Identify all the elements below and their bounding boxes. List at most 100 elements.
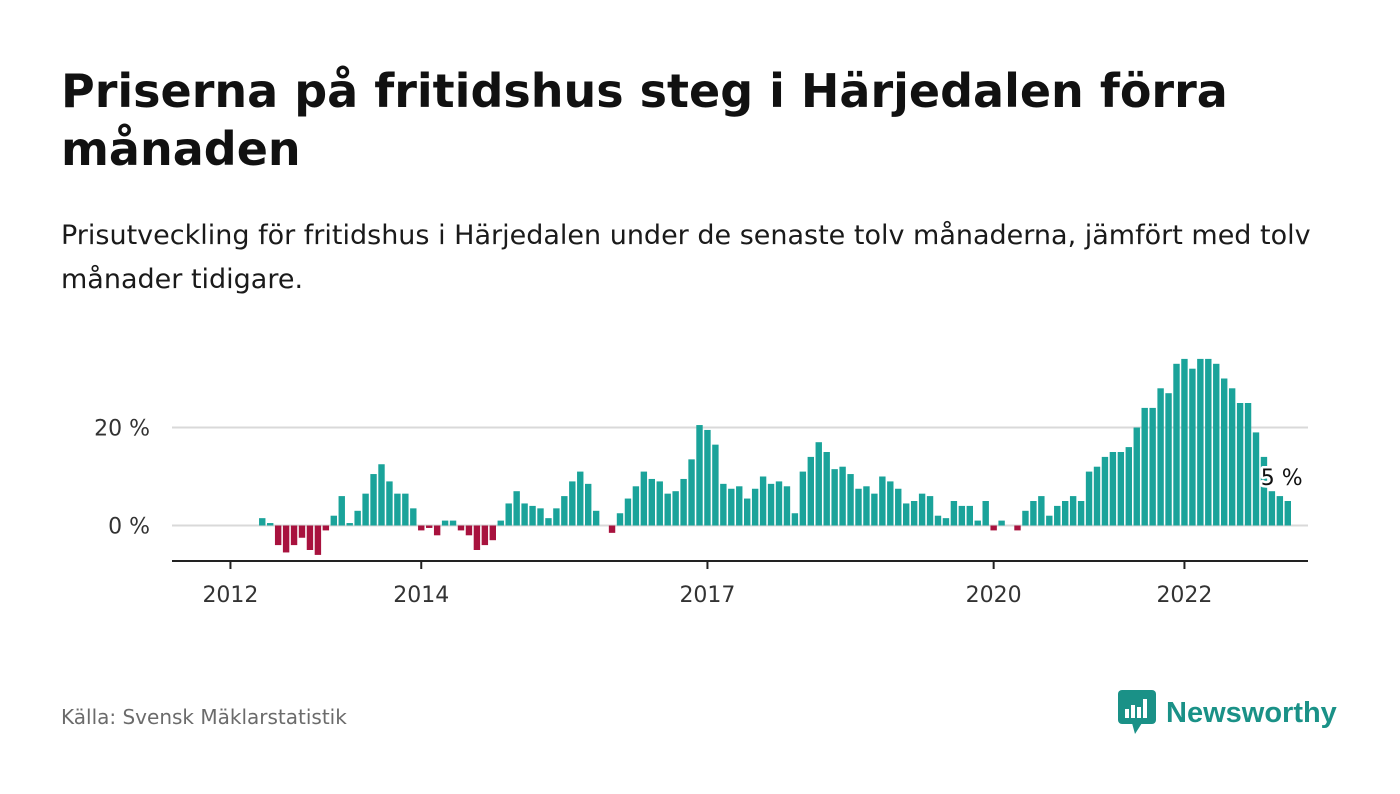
bar xyxy=(449,520,457,526)
bar xyxy=(441,520,449,526)
bar xyxy=(958,505,966,526)
bar xyxy=(728,488,735,526)
bars xyxy=(259,358,1291,555)
y-tick-label: 20 % xyxy=(94,417,150,442)
x-tick-label: 2022 xyxy=(1156,583,1212,608)
bar xyxy=(1197,358,1204,526)
bar xyxy=(362,493,369,526)
bar xyxy=(346,523,353,526)
brand[interactable]: Newsworthy xyxy=(1118,690,1337,736)
bar xyxy=(1157,388,1164,526)
bar xyxy=(767,483,775,526)
bar xyxy=(354,510,361,526)
bar xyxy=(616,513,624,526)
bar xyxy=(1228,388,1236,526)
x-axis xyxy=(172,560,1308,569)
bar xyxy=(1252,432,1260,526)
bar xyxy=(1221,378,1228,526)
last-value-label: 5 % xyxy=(1261,466,1303,491)
bar xyxy=(974,520,981,526)
chart-subtitle: Prisutveckling för fritidshus i Härjedal… xyxy=(61,220,1311,295)
bar xyxy=(966,505,973,526)
bar xyxy=(887,481,894,526)
bar xyxy=(855,488,862,526)
bar xyxy=(1133,427,1140,526)
bar xyxy=(1117,452,1125,526)
bar xyxy=(1173,363,1180,526)
y-tick-label: 0 % xyxy=(108,515,150,540)
bar xyxy=(433,525,441,536)
bar xyxy=(282,525,290,553)
x-tick-label: 2014 xyxy=(393,583,449,608)
bar xyxy=(910,501,918,526)
x-tick-label: 2012 xyxy=(202,583,258,608)
bar xyxy=(744,498,751,526)
bar xyxy=(418,525,425,531)
bar xyxy=(402,493,409,526)
newsworthy-logo-icon xyxy=(1118,690,1156,734)
bar xyxy=(513,491,520,526)
bar xyxy=(751,488,759,526)
bar xyxy=(1244,403,1252,526)
bar xyxy=(561,496,568,526)
bar xyxy=(465,525,473,536)
bar xyxy=(799,471,807,526)
bar xyxy=(1030,501,1037,526)
bar xyxy=(664,493,671,526)
bar xyxy=(982,501,989,526)
bar xyxy=(1085,471,1093,526)
labels: 0 % 20 % 2012 2014 2017 2020 2022 5 % xyxy=(94,417,1305,609)
bar xyxy=(712,444,719,526)
bar xyxy=(871,493,878,526)
source-note: Källa: Svensk Mäklarstatistik xyxy=(61,705,347,729)
bar xyxy=(1276,496,1284,526)
bar xyxy=(274,525,282,546)
bar xyxy=(632,486,640,526)
brand-name: Newsworthy xyxy=(1166,696,1337,729)
bar xyxy=(823,452,830,526)
bar xyxy=(1109,452,1117,526)
bar xyxy=(672,491,679,526)
bar xyxy=(259,518,266,526)
bar xyxy=(592,510,600,526)
bar xyxy=(378,464,385,526)
bar xyxy=(1022,510,1029,526)
bar xyxy=(1165,393,1172,526)
bar xyxy=(267,523,274,526)
bar xyxy=(1260,456,1268,526)
bar xyxy=(1205,358,1212,526)
bar xyxy=(775,481,783,526)
bar xyxy=(410,508,417,526)
bar xyxy=(1149,407,1156,526)
bar xyxy=(426,525,433,528)
bar xyxy=(1125,447,1132,526)
bar xyxy=(895,488,902,526)
bar xyxy=(608,525,616,533)
bar xyxy=(1141,407,1148,526)
bar xyxy=(481,525,489,546)
bar xyxy=(505,503,512,526)
bar xyxy=(1046,515,1053,526)
bar xyxy=(1268,491,1276,526)
bar xyxy=(489,525,496,541)
bar xyxy=(521,503,528,526)
bar xyxy=(529,505,536,526)
bar xyxy=(585,483,592,526)
x-tick-label: 2020 xyxy=(966,583,1022,608)
bar xyxy=(457,525,465,531)
bar xyxy=(1189,368,1196,526)
bar xyxy=(1054,505,1061,526)
bar xyxy=(998,520,1005,526)
bar xyxy=(783,486,791,526)
bar xyxy=(934,515,942,526)
bar xyxy=(338,496,345,526)
bar xyxy=(1101,456,1109,526)
bar xyxy=(624,498,632,526)
bar xyxy=(688,459,695,526)
bar xyxy=(1093,466,1101,526)
bar xyxy=(696,425,703,526)
bar xyxy=(290,525,298,546)
bar xyxy=(942,518,950,526)
bar xyxy=(839,466,846,526)
bar xyxy=(807,456,814,526)
